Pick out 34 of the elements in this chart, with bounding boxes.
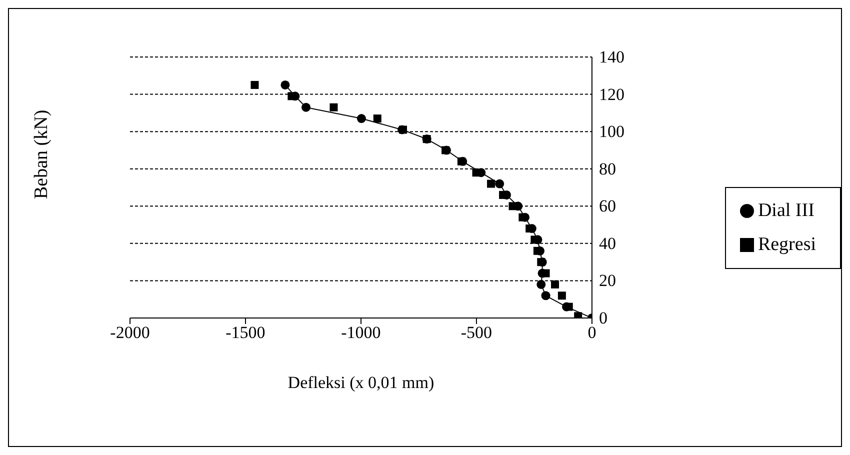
point bbox=[330, 103, 338, 112]
point bbox=[541, 291, 550, 300]
legend-label: Dial III bbox=[758, 200, 814, 220]
point bbox=[487, 180, 496, 188]
point bbox=[301, 102, 311, 112]
point bbox=[508, 202, 517, 210]
point bbox=[280, 80, 290, 90]
x-tick-label: -1000 bbox=[341, 323, 381, 342]
point bbox=[495, 179, 504, 188]
y-axis-title: Beban (kN) bbox=[31, 110, 53, 199]
x-tick-label: -1500 bbox=[226, 323, 266, 342]
point bbox=[422, 135, 431, 144]
point bbox=[533, 246, 542, 255]
point bbox=[472, 168, 480, 177]
y-tick-label: 60 bbox=[598, 196, 616, 216]
legend-label: Regresi bbox=[758, 234, 816, 254]
point bbox=[550, 280, 559, 288]
point bbox=[356, 114, 366, 124]
point bbox=[536, 280, 546, 289]
y-tick-label: 0 bbox=[598, 308, 608, 328]
x-tick-label: -2000 bbox=[110, 323, 150, 342]
point bbox=[558, 292, 566, 300]
y-tick-label: 40 bbox=[598, 234, 616, 253]
y-tick-label: 120 bbox=[598, 84, 624, 104]
y-tick-label: 80 bbox=[598, 159, 616, 178]
x-axis-title: Defleksi (x 0,01 mm) bbox=[288, 373, 434, 392]
point bbox=[250, 80, 259, 89]
y-tick-label: 20 bbox=[598, 271, 616, 290]
point bbox=[564, 302, 573, 311]
y-tick-label: 140 bbox=[598, 48, 624, 66]
point bbox=[518, 213, 527, 222]
point bbox=[373, 114, 382, 123]
x-tick-label: -500 bbox=[460, 323, 492, 342]
y-tick-label: 100 bbox=[598, 122, 624, 142]
